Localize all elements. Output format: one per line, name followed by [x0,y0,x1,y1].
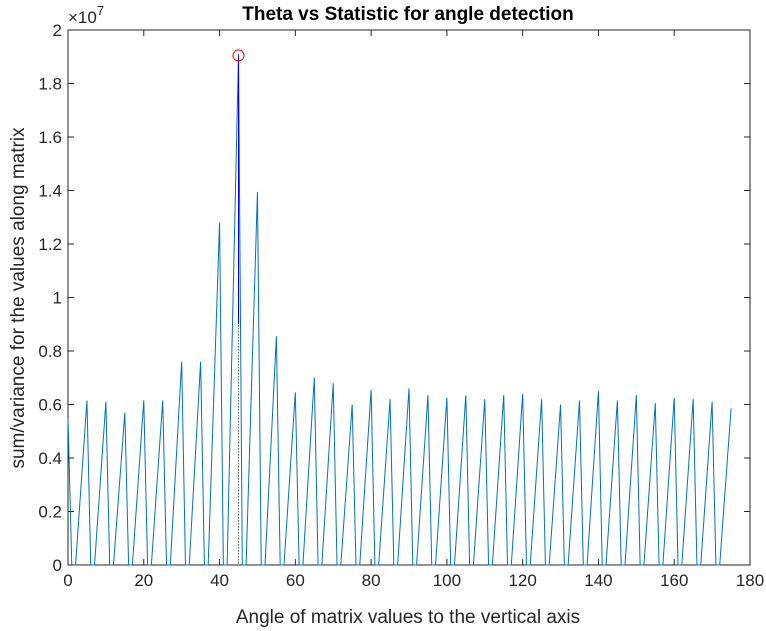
x-tick-label: 100 [433,571,461,590]
x-tick-label: 120 [508,571,536,590]
x-axis-ticks: 0 20 40 60 80 100 120 140 160 180 [63,30,764,590]
y-tick-label: 1.4 [38,182,62,201]
x-tick-label: 180 [736,571,764,590]
exponent-power: 7 [97,3,104,18]
y-exponent-label: ×107 [68,3,104,27]
y-tick-label: 2 [53,21,62,40]
axes-box [67,29,751,566]
y-axis-ticks: 0 0.2 0.4 0.6 0.8 1 1.2 1.4 1.6 1.8 2 [38,21,750,575]
x-tick-label: 40 [210,571,229,590]
x-tick-label: 80 [362,571,381,590]
peak-marker [232,49,245,62]
x-tick-label: 160 [660,571,688,590]
x-tick-label: 140 [584,571,612,590]
x-tick-label: 0 [63,571,72,590]
y-tick-label: 1 [53,289,62,308]
exponent-base: ×10 [68,8,97,27]
chart-title: Theta vs Statistic for angle detection [242,4,574,25]
y-tick-label: 1.6 [38,128,62,147]
plot-area [67,49,732,566]
y-tick-label: 1.2 [38,235,62,254]
x-tick-label: 20 [134,571,153,590]
x-tick-label: 60 [286,571,305,590]
y-tick-label: 1.8 [38,75,62,94]
y-axis-label: sum/variance for the values along matrix [8,127,29,469]
y-tick-label: 0.8 [38,342,62,361]
y-tick-label: 0.2 [38,503,62,522]
y-tick-label: 0.6 [38,396,62,415]
y-tick-label: 0.4 [38,449,62,468]
x-axis-label: Angle of matrix values to the vertical a… [236,607,580,628]
series-line-0 [67,54,732,566]
y-tick-label: 0 [53,556,62,575]
